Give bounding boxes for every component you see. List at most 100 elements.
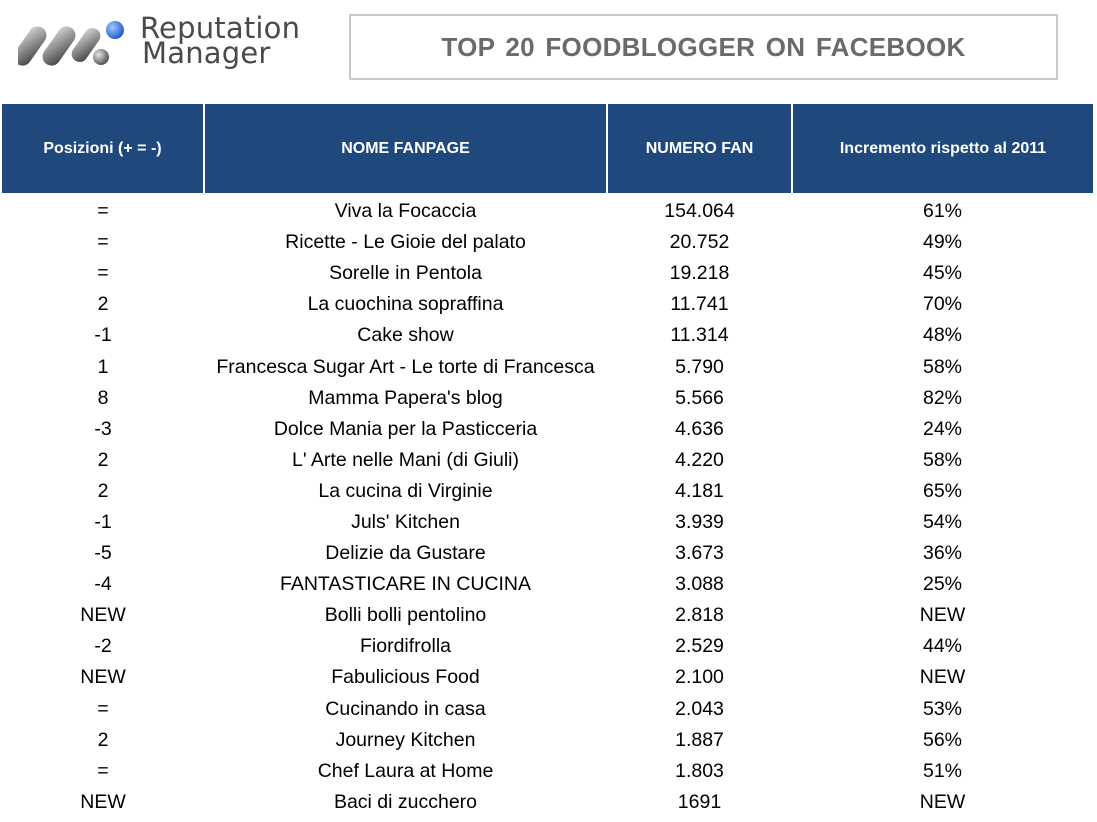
increase-cell: 61% (922, 200, 963, 223)
table-row: = Chef Laura at Home 1.803 51% (2, 756, 1093, 787)
fan-count-cell: 3.088 (675, 573, 724, 596)
position-cell: -3 (94, 417, 112, 440)
fanpage-name-cell: Chef Laura at Home (317, 759, 494, 782)
fanpage-name-cell: Juls' Kitchen (351, 510, 460, 533)
brand-logo: Reputation Manager (18, 14, 328, 72)
fan-count-cell: 3.673 (675, 542, 724, 565)
fanpage-name-cell: Fabulicious Food (331, 666, 480, 689)
table-row: 1 Francesca Sugar Art - Le torte di Franc… (2, 351, 1093, 382)
table-row: = Viva la Focaccia 154.064 61% (2, 193, 1093, 227)
fan-count-cell: 4.636 (675, 417, 724, 440)
position-cell: = (97, 200, 109, 223)
table-row: 2 La cuochina sopraffina 11.741 70% (2, 289, 1093, 320)
fanpage-name-cell: Bolli bolli pentolino (324, 604, 487, 627)
position-cell: 2 (97, 728, 109, 751)
fan-count-cell: 11.741 (670, 293, 729, 316)
position-cell: 8 (97, 386, 109, 409)
position-cell: -5 (94, 542, 112, 565)
increase-cell: 56% (922, 728, 963, 751)
fan-count-cell: 2.818 (675, 604, 724, 627)
table-header-row: Posizioni (+ = -) NOME FANPAGE NUMERO FA… (2, 104, 1093, 193)
logo-wordmark: Reputation Manager (140, 11, 301, 70)
increase-cell: 82% (922, 386, 963, 409)
fan-count-cell: 3.939 (675, 510, 724, 533)
fanpage-name-cell: Cake show (357, 324, 454, 347)
table-body: = Viva la Focaccia 154.064 61% = Ricette - Le… (2, 193, 1093, 818)
position-cell: = (97, 231, 109, 254)
increase-cell: 44% (922, 635, 963, 658)
fan-count-cell: 4.181 (675, 479, 724, 502)
increase-cell: 51% (922, 759, 963, 782)
column-header-position: Posizioni (+ = -) (2, 104, 205, 193)
increase-cell: NEW (919, 790, 966, 813)
position-cell: -2 (94, 635, 112, 658)
title-box: TOP 20 FOODBLOGGER ON FACEBOOK (349, 14, 1058, 80)
increase-cell: 45% (922, 262, 963, 285)
fan-count-cell: 4.220 (675, 448, 724, 471)
table-row: 8 Mamma Papera's blog 5.566 82% (2, 383, 1093, 414)
fanpage-name-cell: Fiordifrolla (359, 635, 452, 658)
fan-count-cell: 2.100 (675, 666, 724, 689)
fanpage-name-cell: FANTASTICARE IN CUCINA (280, 573, 531, 596)
fan-count-cell: 154.064 (664, 200, 735, 223)
fan-count-cell: 2.529 (675, 635, 724, 658)
position-cell: NEW (80, 666, 126, 689)
logo-line-2: Manager (142, 36, 271, 70)
increase-cell: 70% (922, 293, 963, 316)
fan-count-cell: 1.803 (675, 759, 724, 782)
increase-cell: 25% (922, 573, 963, 596)
position-cell: NEW (80, 790, 126, 813)
increase-cell: NEW (919, 604, 966, 627)
table-row: -1 Cake show 11.314 48% (2, 320, 1093, 351)
increase-cell: 48% (922, 324, 963, 347)
page-title: TOP 20 FOODBLOGGER ON FACEBOOK (441, 31, 966, 62)
fan-count-cell: 5.566 (675, 386, 724, 409)
increase-cell: 54% (922, 510, 963, 533)
fanpage-name-cell: Baci di zucchero (333, 790, 478, 813)
fan-count-cell: 20.752 (669, 231, 730, 254)
table-row: 2 L' Arte nelle Mani (di Giuli) 4.220 58% (2, 445, 1093, 476)
fanpage-name-cell: Journey Kitchen (335, 728, 476, 751)
fan-count-cell: 19.218 (669, 262, 730, 285)
fanpage-name-cell: Delizie da Gustare (325, 542, 486, 565)
position-cell: 2 (97, 479, 109, 502)
column-header-fan-count: NUMERO FAN (607, 104, 793, 193)
logo-line-1: Reputation (140, 11, 301, 45)
table-row: = Ricette - Le Gioie del palato 20.752 49% (2, 227, 1093, 258)
position-cell: = (97, 759, 109, 782)
increase-cell: 58% (922, 355, 963, 378)
table-row: NEW Baci di zucchero 1691 NEW (2, 787, 1093, 818)
column-header-fanpage-name: NOME FANPAGE (204, 104, 608, 193)
fan-count-cell: 5.790 (675, 355, 724, 378)
table-row: = Cucinando in casa 2.043 53% (2, 694, 1093, 725)
fanpage-name-cell: La cuochina sopraffina (307, 293, 504, 316)
fanpage-name-cell: Mamma Papera's blog (308, 386, 503, 409)
column-header-increase: Incremento rispetto al 2011 (792, 104, 1093, 193)
logo-mark-icon (18, 21, 124, 66)
fanpage-name-cell: Ricette - Le Gioie del palato (285, 231, 526, 254)
increase-cell: 49% (922, 231, 963, 254)
position-cell: = (97, 262, 109, 285)
position-cell: 2 (97, 293, 109, 316)
table-row: 2 Journey Kitchen 1.887 56% (2, 725, 1093, 756)
table-row: = Sorelle in Pentola 19.218 45% (2, 258, 1093, 289)
table-row: -4 FANTASTICARE IN CUCINA 3.088 25% (2, 569, 1093, 600)
table-row: -5 Delizie da Gustare 3.673 36% (2, 538, 1093, 569)
position-cell: 1 (97, 355, 109, 378)
position-cell: NEW (80, 604, 126, 627)
position-cell: -1 (94, 324, 112, 347)
fanpage-name-cell: Cucinando in casa (325, 697, 486, 720)
table-row: -2 Fiordifrolla 2.529 44% (2, 631, 1093, 662)
table-row: NEW Fabulicious Food 2.100 NEW (2, 662, 1093, 693)
fanpage-name-cell: Sorelle in Pentola (329, 262, 482, 285)
position-cell: -4 (94, 573, 112, 596)
increase-cell: 53% (922, 697, 963, 720)
increase-cell: 65% (922, 479, 963, 502)
fan-count-cell: 1691 (677, 790, 722, 813)
ranking-table: Posizioni (+ = -) NOME FANPAGE NUMERO FA… (2, 104, 1093, 818)
increase-cell: NEW (919, 666, 966, 689)
fanpage-name-cell: L' Arte nelle Mani (di Giuli) (292, 448, 519, 471)
increase-cell: 58% (922, 448, 963, 471)
fan-count-cell: 2.043 (675, 697, 724, 720)
fanpage-name-cell: Dolce Mania per la Pasticceria (273, 417, 538, 440)
